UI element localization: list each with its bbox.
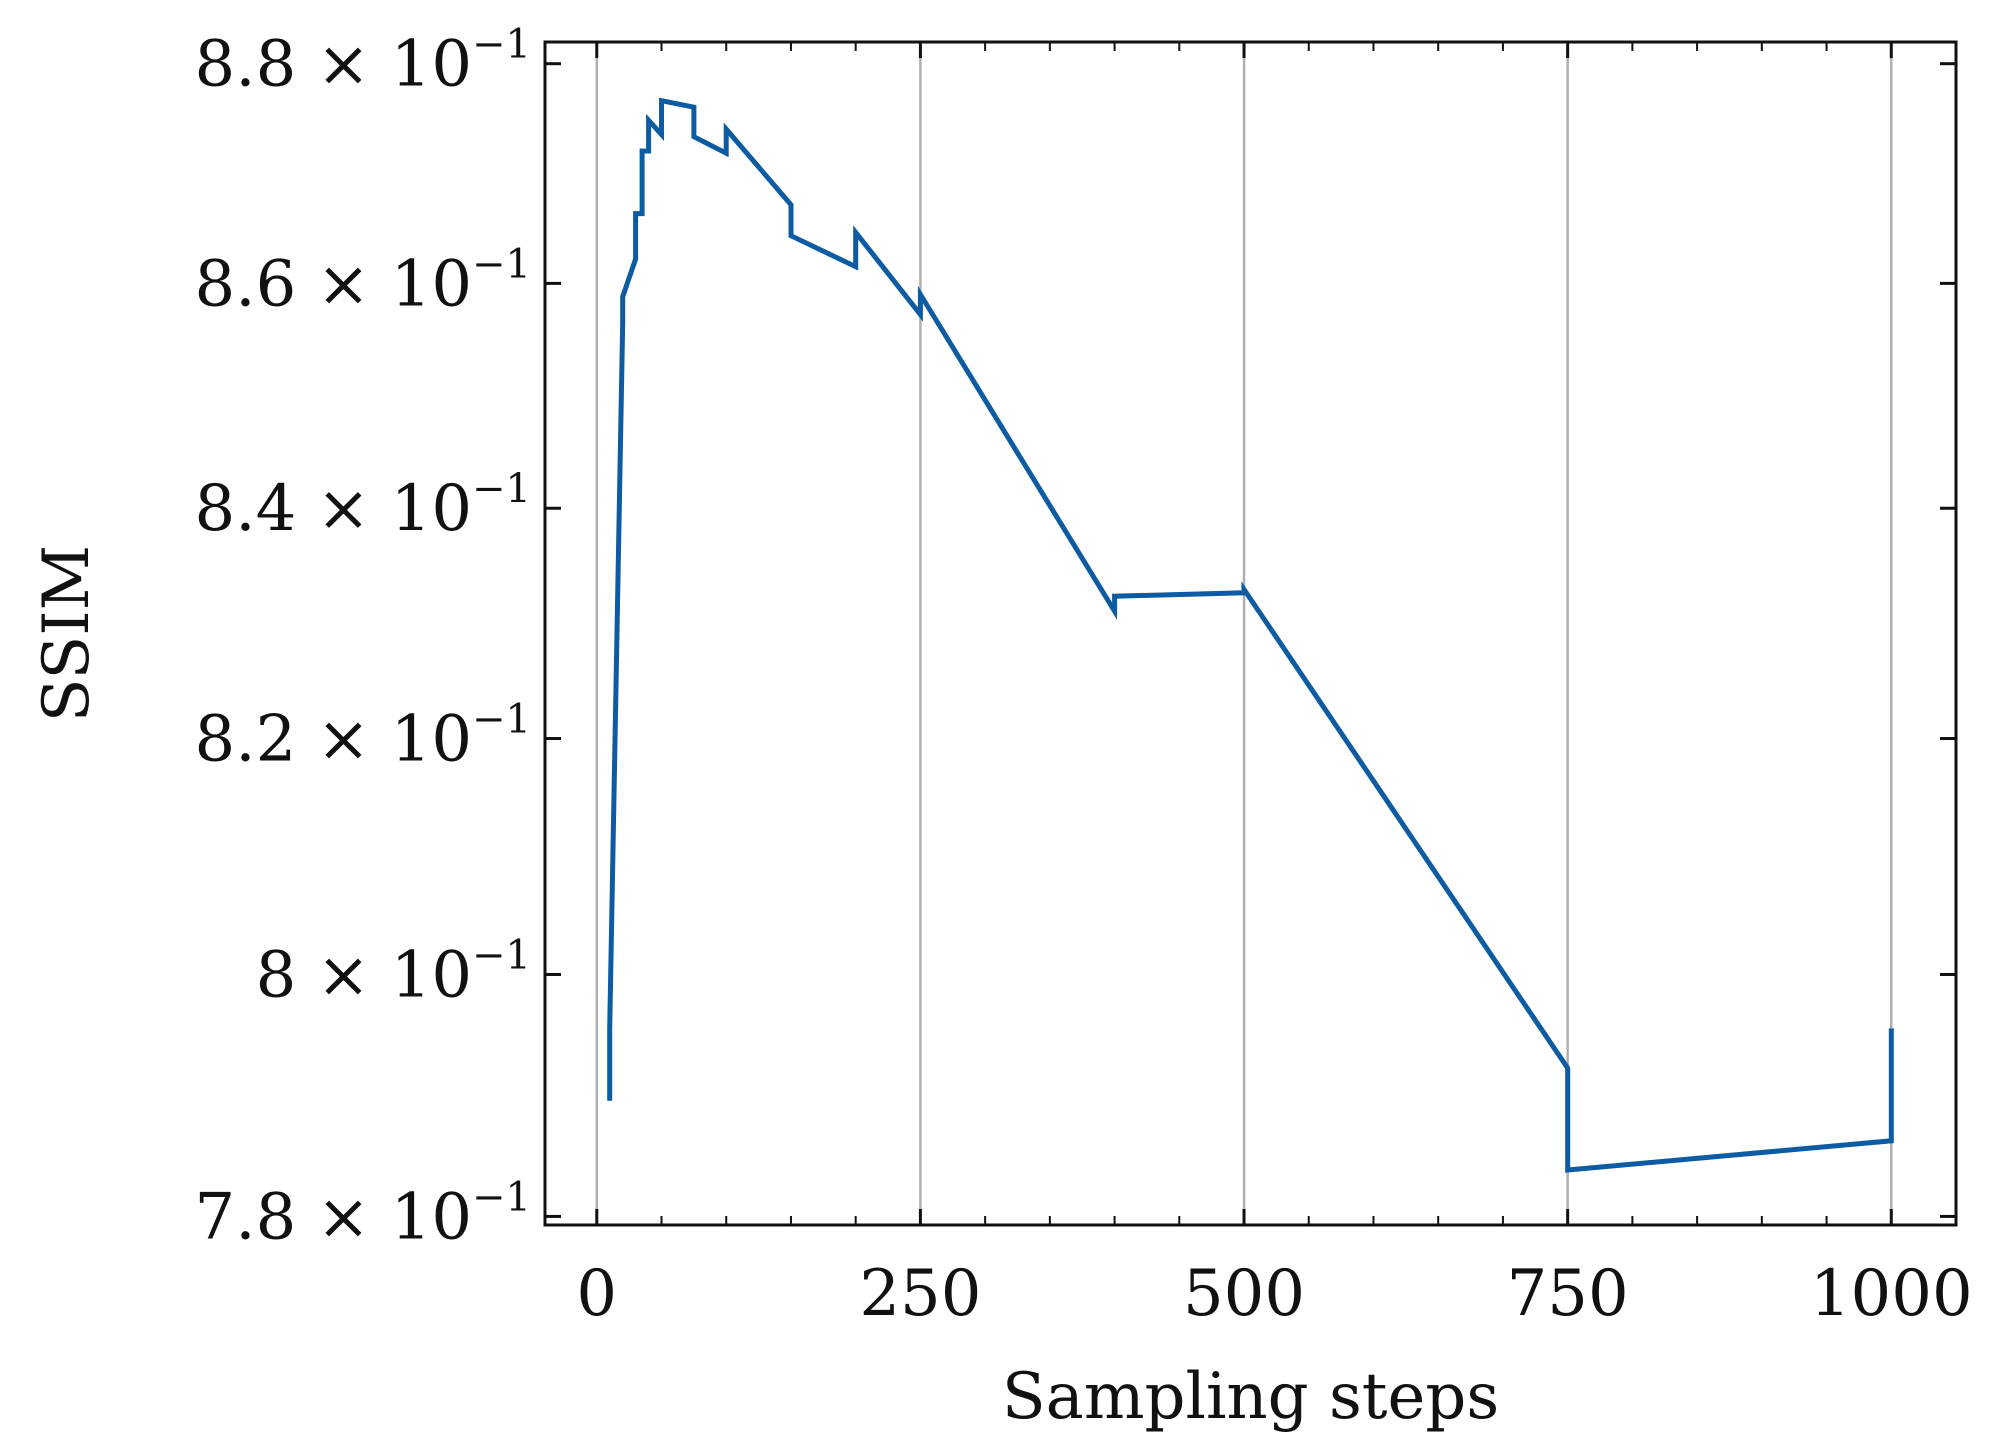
y-tick-label: 7.8 × 10−1 [195, 1174, 532, 1254]
x-tick-label: 250 [859, 1257, 981, 1331]
y-tick-label: 8.2 × 10−1 [195, 697, 532, 777]
series-line [607, 97, 1894, 1173]
x-tick-labels: 0 250 500 750 1000 [576, 1257, 1972, 1331]
y-axis-title: SSIM [30, 545, 104, 722]
plot-frame [543, 40, 1958, 1227]
x-tick-label: 0 [576, 1257, 617, 1331]
y-tick-labels: 7.8 × 10−1 8 × 10−1 8.2 × 10−1 8.4 × 10−1 8.… [195, 22, 532, 1255]
series-layer [607, 97, 1894, 1173]
y-tick-label: 8.4 × 10−1 [195, 466, 532, 546]
y-tick-label: 8 × 10−1 [256, 932, 531, 1012]
x-axis-title: Sampling steps [1002, 1360, 1499, 1434]
y-tick-label: 8.8 × 10−1 [195, 22, 532, 102]
gridlines [595, 42, 1893, 1225]
x-tick-label: 750 [1507, 1257, 1629, 1331]
x-tick-label: 1000 [1810, 1257, 1973, 1331]
y-tick-label: 8.6 × 10−1 [195, 241, 532, 321]
ticks [545, 42, 1957, 1225]
x-tick-label: 500 [1183, 1257, 1305, 1331]
